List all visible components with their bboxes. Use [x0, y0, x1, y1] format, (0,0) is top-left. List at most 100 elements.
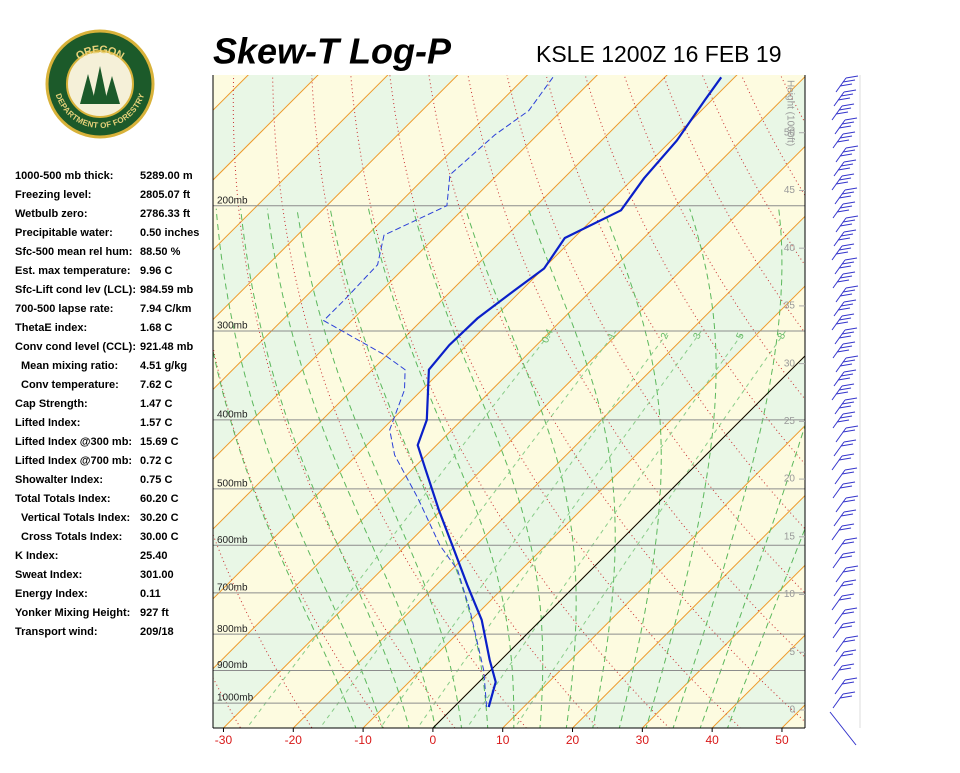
- wind-barb-shaft: [832, 526, 842, 540]
- wind-barb: [834, 580, 856, 596]
- wind-barb: [833, 692, 855, 708]
- wind-barb: [835, 538, 857, 554]
- x-tick-label: 30: [636, 733, 650, 747]
- wind-barb: [834, 90, 856, 106]
- stat-value: 209/18: [140, 626, 174, 638]
- chart-subtitle: KSLE 1200Z 16 FEB 19: [536, 41, 782, 67]
- wind-barb-shaft: [830, 712, 856, 745]
- pressure-label: 200mb: [217, 195, 248, 206]
- wind-barb: [835, 328, 857, 344]
- pressure-label: 600mb: [217, 535, 248, 546]
- x-tick-label: -10: [354, 733, 372, 747]
- dry-adiabat: [855, 69, 960, 731]
- stat-value: 0.72 C: [140, 455, 172, 467]
- stat-value: 0.50 inches: [140, 227, 199, 239]
- stat-label: K Index:: [15, 550, 58, 562]
- stat-value: 1.47 C: [140, 398, 172, 410]
- pressure-label: 900mb: [217, 660, 248, 671]
- wind-barb-feather: [846, 286, 858, 288]
- wind-barb-feather: [844, 90, 856, 92]
- stat-label: Lifted Index @300 mb:: [15, 436, 132, 448]
- wind-barb-feather: [842, 454, 854, 456]
- stat-label: Conv temperature:: [21, 379, 119, 391]
- wind-barb-feather: [844, 580, 856, 582]
- wind-barb-feather: [846, 216, 858, 218]
- stat-value: 9.96 C: [140, 265, 172, 277]
- wind-barb: [832, 594, 854, 610]
- wind-barb-feather: [842, 104, 854, 106]
- logo: OREGON DEPARTMENT OF FORESTRY: [47, 31, 153, 137]
- stat-label: Lifted Index:: [15, 417, 80, 429]
- wind-barb: [833, 622, 855, 638]
- wind-barb-shaft: [833, 554, 843, 568]
- stat-value: 2805.07 ft: [140, 189, 190, 201]
- wind-barb: [833, 412, 855, 428]
- pressure-label: 500mb: [217, 479, 248, 490]
- stat-label: Lifted Index @700 mb:: [15, 455, 132, 467]
- wind-barb-feather: [842, 244, 854, 246]
- wind-barb-feather: [842, 384, 854, 386]
- wind-barb: [835, 468, 857, 484]
- wind-barb-feather: [845, 258, 857, 260]
- wind-barb-feather: [843, 412, 855, 414]
- wind-barb-feather: [846, 356, 858, 358]
- wind-barb-feather: [843, 552, 855, 554]
- wind-barb: [832, 174, 854, 190]
- wind-barb-feather: [844, 300, 856, 302]
- wind-barb: [836, 356, 858, 372]
- wind-barb: [835, 258, 857, 274]
- wind-barb-feather: [842, 524, 854, 526]
- stat-label: Sfc-Lift cond lev (LCL):: [15, 284, 136, 296]
- stat-label: 1000-500 mb thick:: [15, 170, 113, 182]
- stat-label: Sfc-500 mean rel hum:: [15, 246, 132, 258]
- pressure-label: 800mb: [217, 624, 248, 635]
- wind-barb: [834, 510, 856, 526]
- wind-barb: [833, 202, 855, 218]
- wind-barb-feather: [845, 328, 857, 330]
- wind-barb: [836, 636, 858, 652]
- height-tick-label: 25: [784, 416, 796, 427]
- x-tick-label: -30: [215, 733, 233, 747]
- wind-barb-feather: [845, 678, 857, 680]
- wind-barb-feather: [844, 650, 856, 652]
- wind-barb-shaft: [833, 484, 843, 498]
- stat-value: 60.20 C: [140, 493, 179, 505]
- stat-label: ThetaE index:: [15, 322, 87, 334]
- isotherm-band: [779, 69, 960, 731]
- height-tick-label: 40: [784, 243, 796, 254]
- wind-barb: [836, 146, 858, 162]
- wind-barb-shaft: [835, 680, 845, 694]
- stat-value: 7.94 C/km: [140, 303, 192, 315]
- wind-barb: [834, 160, 856, 176]
- isotherm: [849, 69, 960, 731]
- wind-barb: [836, 566, 858, 582]
- wind-barb-feather: [843, 342, 855, 344]
- pressure-label: 700mb: [217, 583, 248, 594]
- stat-value: 984.59 mb: [140, 284, 193, 296]
- height-tick-label: 5: [789, 647, 795, 658]
- wind-barb-shaft: [836, 498, 846, 512]
- stat-value: 301.00: [140, 569, 174, 581]
- wind-barb: [833, 342, 855, 358]
- wind-barb: [836, 426, 858, 442]
- wind-barb: [835, 118, 857, 134]
- isotherm: [779, 69, 960, 731]
- wind-barb: [832, 384, 854, 400]
- wind-barb: [835, 188, 857, 204]
- wind-barb-feather: [844, 440, 856, 442]
- dry-adiabat: [894, 69, 960, 731]
- dry-adiabat: [933, 69, 960, 731]
- height-tick-label: 15: [784, 531, 796, 542]
- stat-label: Wetbulb zero:: [15, 208, 88, 220]
- wind-barb-feather: [842, 314, 854, 316]
- wind-barb-shaft: [836, 638, 846, 652]
- wind-barb-feather: [846, 496, 858, 498]
- wind-barb-feather: [843, 482, 855, 484]
- chart-title: Skew-T Log-P: [213, 31, 452, 72]
- x-tick-label: 40: [705, 733, 719, 747]
- stat-label: Sweat Index:: [15, 569, 82, 581]
- wind-barb: [835, 678, 857, 694]
- stat-value: 30.20 C: [140, 512, 179, 524]
- stat-value: 25.40: [140, 550, 168, 562]
